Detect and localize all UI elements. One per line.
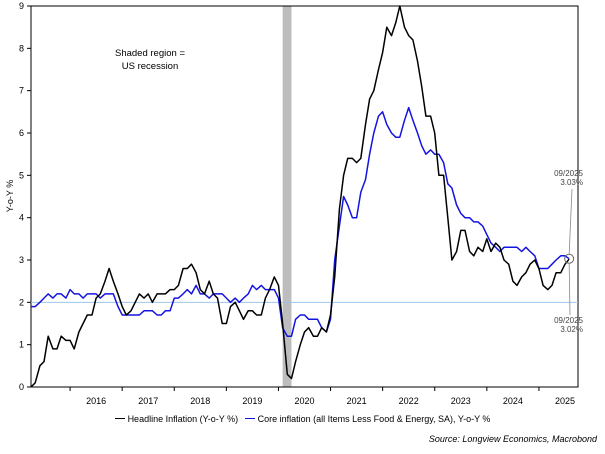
x-tick-label: 2018 xyxy=(190,396,210,406)
x-tick-label: 2022 xyxy=(399,396,419,406)
recession-band xyxy=(282,6,292,387)
core-inflation-line xyxy=(31,106,570,337)
legend-label-core: Core inflation (all Items Less Food & En… xyxy=(257,413,491,424)
recession-note-line-2: US recession xyxy=(122,61,179,72)
source-note: Source: Longview Economics, Macrobond xyxy=(428,434,597,444)
series-group xyxy=(30,5,570,388)
core-annotation-value: 3.03% xyxy=(560,178,583,187)
legend: Headline Inflation (Y-o-Y %) Core inflat… xyxy=(0,411,605,424)
y-tick-label: 3 xyxy=(19,255,24,265)
y-tick-label: 0 xyxy=(19,382,24,392)
y-tick-label: 2 xyxy=(19,297,24,307)
headline-annotation-value: 3.02% xyxy=(560,325,583,334)
x-tick-label: 2020 xyxy=(294,396,314,406)
legend-item-headline: Headline Inflation (Y-o-Y %) xyxy=(114,413,239,424)
x-tick-label: 2024 xyxy=(503,396,523,406)
y-tick-label: 9 xyxy=(19,1,24,11)
legend-item-core: Core inflation (all Items Less Food & En… xyxy=(244,413,491,424)
y-tick-label: 1 xyxy=(19,340,24,350)
y-tick-label: 5 xyxy=(19,170,24,180)
y-tick-label: 7 xyxy=(19,86,24,96)
recession-note-line-1: Shaded region = xyxy=(115,48,185,59)
x-tick-label: 2019 xyxy=(242,396,262,406)
x-tick-label: 2023 xyxy=(451,396,471,406)
y-axis: 0 1 2 3 4 5 6 7 8 9 xyxy=(19,1,31,392)
legend-swatch-headline xyxy=(114,418,125,419)
x-tick-label: 2016 xyxy=(86,396,106,406)
plot-frame xyxy=(30,5,579,388)
core-annotation-leader xyxy=(568,188,573,255)
x-axis: 2016 2017 2018 2019 2020 2021 2022 2023 2024 2025 xyxy=(69,387,575,406)
headline-annotation-date: 09/2025 xyxy=(554,316,583,325)
headline-inflation-line xyxy=(30,5,570,388)
legend-swatch-core xyxy=(244,418,255,419)
legend-label-headline: Headline Inflation (Y-o-Y %) xyxy=(127,413,239,424)
x-tick-label: 2017 xyxy=(138,396,158,406)
core-annotation-date: 09/2025 xyxy=(554,169,583,178)
x-tick-label: 2021 xyxy=(347,396,367,406)
end-point-marker xyxy=(564,253,575,264)
x-tick-label: 2025 xyxy=(555,396,575,406)
y-tick-label: 4 xyxy=(19,213,24,223)
y-axis-label: Y-o-Y % xyxy=(5,180,15,213)
headline-annotation-leader xyxy=(568,263,571,316)
y-tick-label: 8 xyxy=(19,43,24,53)
y-tick-label: 6 xyxy=(19,128,24,138)
